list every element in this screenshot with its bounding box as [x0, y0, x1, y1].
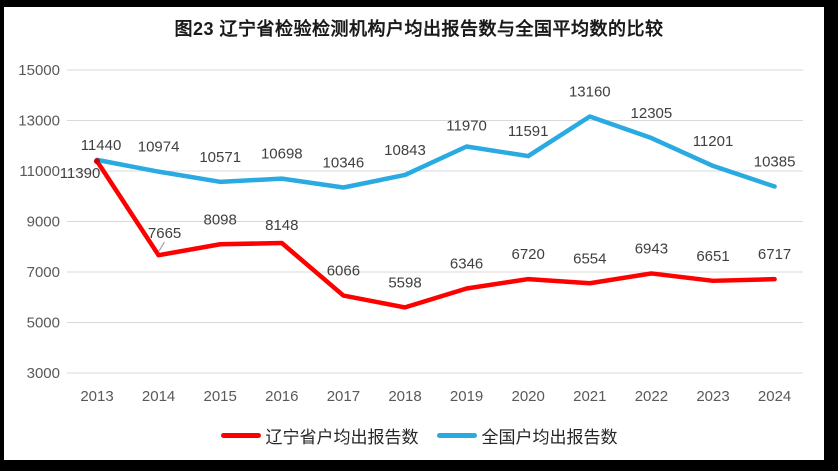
data-label: 10698 [261, 146, 303, 163]
label-leader-line [158, 241, 166, 252]
x-tick-label: 2016 [265, 388, 298, 405]
data-label: 6720 [512, 246, 545, 263]
data-label: 6943 [635, 240, 668, 257]
frame-border-top [0, 0, 838, 7]
legend-item-liaoning: 辽宁省户均出报告数 [220, 423, 419, 448]
data-label: 5598 [388, 274, 421, 291]
data-label: 11201 [693, 133, 734, 150]
legend-swatch-blue-line [436, 432, 477, 438]
data-label: 10843 [384, 142, 426, 159]
data-label: 12305 [631, 105, 673, 122]
data-label: 10385 [754, 154, 796, 171]
x-tick-label: 2017 [327, 388, 360, 405]
data-label: 8098 [204, 211, 237, 228]
x-tick-label: 2023 [696, 388, 729, 405]
y-tick-label: 11000 [19, 163, 60, 180]
data-label: 7665 [148, 225, 181, 242]
data-label: 6554 [573, 250, 606, 267]
data-label: 11440 [81, 137, 122, 154]
x-tick-label: 2014 [142, 388, 175, 405]
x-tick-label: 2013 [80, 388, 113, 405]
y-tick-label: 3000 [27, 365, 60, 382]
data-label: 11591 [508, 123, 549, 140]
frame-border-bottom [0, 460, 838, 471]
legend-label-liaoning: 辽宁省户均出报告数 [265, 427, 419, 447]
series-line [94, 158, 777, 310]
data-label: 10974 [138, 139, 180, 156]
y-tick-label: 7000 [27, 264, 60, 281]
data-label: 11970 [446, 118, 487, 135]
x-tick-label: 2019 [450, 388, 483, 405]
y-tick-label: 5000 [27, 315, 60, 332]
y-tick-label: 13000 [18, 113, 60, 130]
frame-border-left [0, 0, 4, 471]
legend-swatch-red-line [220, 432, 261, 438]
x-tick-label: 2022 [635, 388, 668, 405]
x-tick-label: 2018 [388, 388, 421, 405]
data-label: 6066 [327, 263, 360, 280]
y-tick-label: 9000 [27, 214, 60, 231]
x-tick-label: 2020 [512, 388, 545, 405]
data-label: 13160 [569, 83, 611, 100]
first-point-marker [94, 158, 100, 165]
chart-legend: 辽宁省户均出报告数 全国户均出报告数 [0, 422, 838, 448]
data-label: 6717 [758, 246, 791, 263]
x-tick-label: 2024 [758, 388, 791, 405]
data-label: 8148 [265, 217, 298, 234]
data-label: 11390 [60, 165, 101, 182]
legend-label-national: 全国户均出报告数 [481, 427, 618, 447]
data-label: 6346 [450, 256, 483, 273]
chart-title: 图23 辽宁省检验检测机构户均出报告数与全国平均数的比较 [174, 19, 664, 39]
legend-item-national: 全国户均出报告数 [436, 423, 618, 448]
x-tick-label: 2015 [204, 388, 237, 405]
x-tick-label: 2021 [573, 388, 606, 405]
frame-border-right [824, 0, 838, 471]
series-line [94, 114, 777, 190]
data-label: 6651 [696, 248, 729, 265]
data-label: 10571 [199, 149, 241, 166]
data-label: 10346 [323, 155, 365, 172]
y-tick-label: 15000 [18, 62, 60, 79]
